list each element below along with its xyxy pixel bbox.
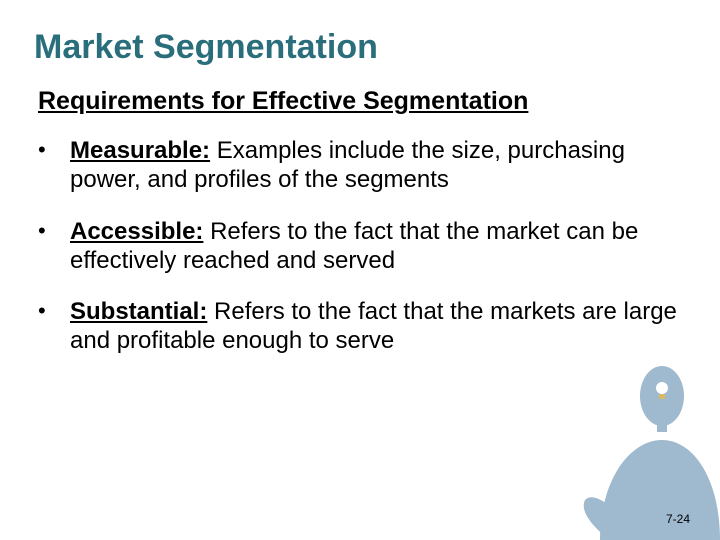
bullet-icon: • bbox=[38, 136, 70, 164]
list-item: • Substantial: Refers to the fact that t… bbox=[38, 297, 686, 356]
bullet-term: Accessible: bbox=[70, 218, 203, 245]
bullet-icon: • bbox=[38, 297, 70, 325]
list-item: • Accessible: Refers to the fact that th… bbox=[38, 217, 686, 276]
slide-title: Market Segmentation bbox=[34, 28, 686, 67]
slide-subtitle: Requirements for Effective Segmentation bbox=[38, 87, 686, 116]
bullet-text: Substantial: Refers to the fact that the… bbox=[70, 297, 686, 356]
figure-silhouette-icon bbox=[540, 340, 720, 540]
bullet-list: • Measurable: Examples include the size,… bbox=[38, 136, 686, 356]
bullet-icon: • bbox=[38, 217, 70, 245]
bullet-text: Measurable: Examples include the size, p… bbox=[70, 136, 686, 195]
bullet-term: Measurable: bbox=[70, 137, 210, 164]
page-number: 7-24 bbox=[666, 512, 690, 526]
bullet-term: Substantial: bbox=[70, 298, 207, 325]
bullet-text: Accessible: Refers to the fact that the … bbox=[70, 217, 686, 276]
slide: Market Segmentation Requirements for Eff… bbox=[0, 0, 720, 540]
list-item: • Measurable: Examples include the size,… bbox=[38, 136, 686, 195]
